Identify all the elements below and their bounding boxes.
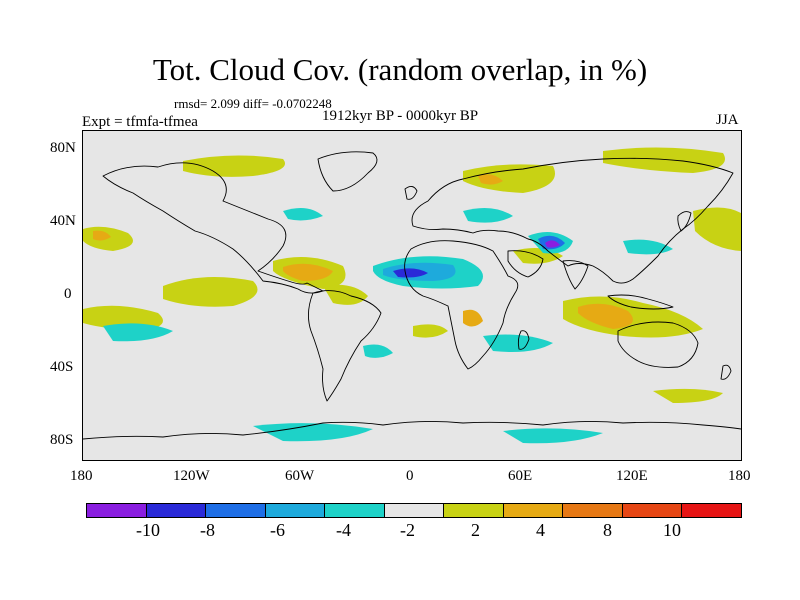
africa-coast bbox=[404, 240, 519, 370]
anomaly-patch-neg bbox=[503, 428, 603, 444]
south-america-coast bbox=[308, 290, 382, 402]
colorbar-segment bbox=[264, 503, 325, 518]
uk-coast bbox=[404, 186, 418, 200]
lat-label: 40N bbox=[50, 213, 76, 229]
lon-label: 60E bbox=[508, 468, 533, 484]
north-america-coast bbox=[102, 162, 324, 294]
colorbar-segment bbox=[145, 503, 206, 518]
madagascar-coast bbox=[517, 330, 530, 350]
australia-coast bbox=[617, 321, 699, 368]
anomaly-patch-neg bbox=[363, 344, 393, 358]
lon-label: 120E bbox=[616, 468, 648, 484]
anomaly-patch-pos bbox=[163, 277, 258, 307]
arabia-coast bbox=[507, 250, 544, 278]
colorbar-segment bbox=[86, 503, 147, 518]
anomaly-patch-neg bbox=[463, 207, 513, 223]
colorbar-segment bbox=[205, 503, 266, 518]
anomaly-patch-neg bbox=[393, 268, 428, 278]
anomaly-patch-pos bbox=[323, 284, 368, 305]
colorbar-segment bbox=[621, 503, 682, 518]
colorbar-segment bbox=[383, 503, 444, 518]
experiment-label: Expt = tfmfa-tfmea bbox=[82, 114, 198, 130]
colorbar-segment bbox=[324, 503, 385, 518]
coastlines bbox=[83, 151, 741, 440]
lon-label: 0 bbox=[406, 468, 414, 484]
anomaly-patch-neg bbox=[103, 323, 173, 342]
stats-text: rmsd= 2.099 diff= -0.0702248 bbox=[174, 96, 332, 111]
anomaly-patch-pos bbox=[413, 324, 448, 338]
season-label: JJA bbox=[716, 112, 739, 128]
anomaly-patch-neg bbox=[545, 240, 560, 248]
map-plot bbox=[82, 130, 742, 461]
anomaly-patch-neg bbox=[253, 423, 373, 442]
map-svg bbox=[83, 147, 741, 444]
colorbar-segment bbox=[443, 503, 504, 518]
lon-label: 120W bbox=[173, 468, 210, 484]
colorbar-label: -10 bbox=[136, 520, 160, 540]
lon-label: 180 bbox=[70, 468, 93, 484]
colorbar-label: 8 bbox=[603, 520, 612, 540]
anomaly-patch-pos bbox=[283, 263, 333, 281]
anomaly-patch-pos bbox=[83, 226, 133, 251]
cloud-anomaly-shading bbox=[83, 147, 741, 444]
indonesia-coast bbox=[607, 294, 674, 310]
colorbar-label: -4 bbox=[336, 520, 351, 540]
lat-label: 40S bbox=[50, 359, 74, 375]
colorbar-segment bbox=[681, 503, 742, 518]
lat-label: 80N bbox=[50, 140, 76, 156]
anomaly-patch-pos bbox=[93, 230, 111, 241]
colorbar-label: 10 bbox=[663, 520, 681, 540]
colorbar-segment bbox=[502, 503, 563, 518]
lat-label: 80S bbox=[50, 432, 74, 448]
japan-coast bbox=[677, 211, 692, 232]
lat-label: 0 bbox=[64, 286, 72, 302]
anomaly-patch-pos bbox=[653, 388, 723, 403]
colorbar-segment bbox=[562, 503, 623, 518]
colorbar-label: 2 bbox=[471, 520, 480, 540]
anomaly-patch-pos bbox=[578, 303, 633, 329]
anomaly-patch-pos bbox=[603, 147, 725, 173]
anomaly-patch-pos bbox=[463, 309, 483, 327]
anomaly-patch-pos bbox=[463, 164, 555, 193]
anomaly-patch-neg bbox=[283, 207, 323, 221]
colorbar bbox=[86, 503, 742, 518]
colorbar-label: -8 bbox=[200, 520, 215, 540]
antarctica-coast bbox=[83, 420, 741, 440]
colorbar-label: 4 bbox=[536, 520, 545, 540]
anomaly-patch-pos bbox=[183, 155, 285, 177]
new-zealand-coast bbox=[720, 364, 732, 380]
colorbar-label: -6 bbox=[270, 520, 285, 540]
greenland-coast bbox=[317, 151, 378, 192]
anomaly-patch-pos bbox=[478, 174, 503, 185]
map-title: Tot. Cloud Cov. (random overlap, in %) bbox=[152, 52, 648, 87]
anomaly-patch-pos bbox=[693, 207, 741, 251]
period-label: 1912kyr BP - 0000kyr BP bbox=[322, 108, 479, 124]
anomaly-patch-neg bbox=[623, 239, 673, 255]
lon-label: 180 bbox=[728, 468, 751, 484]
eurasia-coast bbox=[411, 157, 734, 284]
india-coast bbox=[562, 260, 589, 290]
colorbar-label: -2 bbox=[400, 520, 415, 540]
lon-label: 60W bbox=[285, 468, 315, 484]
